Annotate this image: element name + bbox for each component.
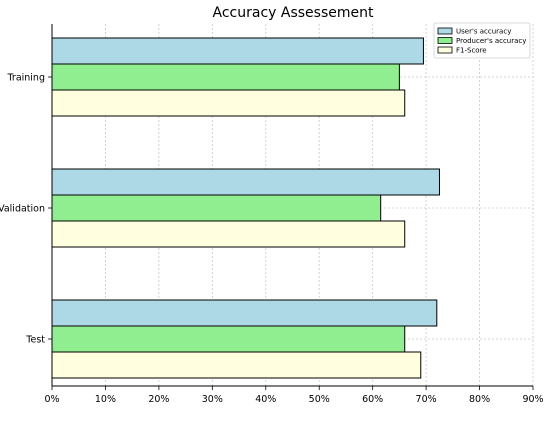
bar-test-user-s-accuracy xyxy=(51,299,438,327)
x-tick-label: 0% xyxy=(44,394,59,405)
bar-test-f1-score xyxy=(51,351,422,379)
legend-label: User's accuracy xyxy=(456,28,511,36)
bar-training-f1-score xyxy=(51,89,406,117)
x-tick-label: 20% xyxy=(148,394,169,405)
bar-validation-producer-s-accuracy xyxy=(51,194,382,222)
x-tick-label: 80% xyxy=(469,394,490,405)
y-category-label: Test xyxy=(25,335,45,346)
x-tick-label: 60% xyxy=(362,394,383,405)
legend-swatch xyxy=(437,27,453,35)
axes: 0% 10% 20% 30% 40% 50% 60% 70% 80% 90% Training Val… xyxy=(0,24,544,405)
bars-group xyxy=(51,37,440,379)
y-category-label: Training xyxy=(7,73,46,84)
legend-swatch xyxy=(437,46,453,54)
bar-validation-f1-score xyxy=(51,220,406,248)
y-category-label: Validation xyxy=(0,204,45,215)
bar-training-producer-s-accuracy xyxy=(51,63,400,91)
x-tick-label: 50% xyxy=(309,394,330,405)
bar-test-producer-s-accuracy xyxy=(51,325,406,353)
bar-validation-user-s-accuracy xyxy=(51,168,440,196)
legend-box xyxy=(433,22,531,59)
legend-label: F1-Score xyxy=(456,47,487,55)
x-tick-label: 30% xyxy=(202,394,223,405)
x-tick-label: 40% xyxy=(255,394,276,405)
x-tick-label: 10% xyxy=(95,394,116,405)
x-tick-label: 90% xyxy=(522,394,543,405)
legend-label: Producer's accuracy xyxy=(456,37,526,45)
legend-swatch xyxy=(437,37,453,44)
bar-training-user-s-accuracy xyxy=(51,37,424,65)
x-tick-label: 70% xyxy=(416,394,437,405)
chart-title: Accuracy Assessement xyxy=(213,5,374,21)
